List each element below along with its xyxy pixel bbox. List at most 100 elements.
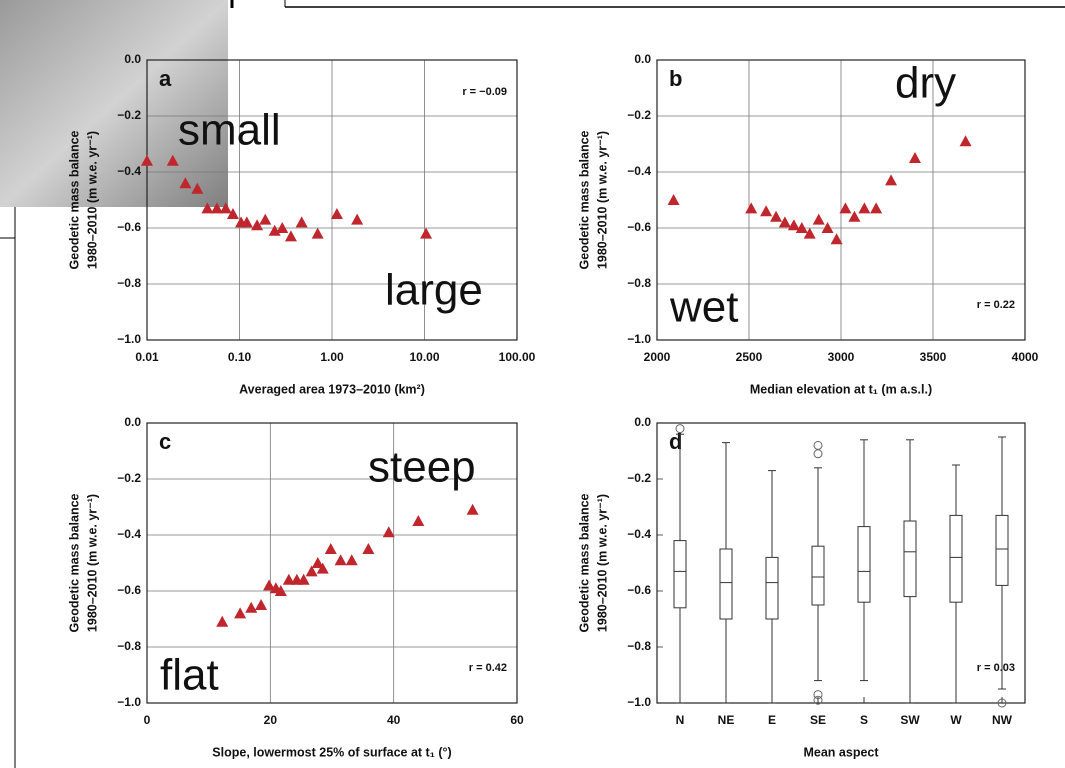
mean-triangle <box>295 216 308 228</box>
mean-triangle <box>263 579 276 591</box>
y-axis-label-line: 1980–2010 (m w.e. yr⁻¹) <box>595 494 609 632</box>
mean-triangle <box>324 543 337 554</box>
correlation-label: r = −0.09 <box>462 86 507 98</box>
y-axis-label: Geodetic mass balance 1980–2010 (m w.e. y… <box>67 493 99 632</box>
mean-triangle <box>870 202 883 214</box>
x-tick-label: 0.01 <box>135 350 159 364</box>
y-tick-label: −0.4 <box>117 527 141 541</box>
y-tick-label: −0.8 <box>627 639 651 653</box>
x-tick-label: 20 <box>264 713 278 727</box>
x-axis-label: Median elevation at t₁ (m a.s.l.) <box>750 382 932 396</box>
annotation: flat <box>160 651 219 700</box>
mean-triangle <box>466 503 479 515</box>
mean-triangle <box>760 205 773 217</box>
x-tick-label: 0 <box>144 713 151 727</box>
annotation: large <box>385 266 483 315</box>
mean-triangle <box>311 557 324 568</box>
box <box>719 548 733 620</box>
annotation: steep <box>368 443 476 492</box>
panel-letter: a <box>159 66 172 91</box>
x-tick-label: 10.00 <box>409 350 439 364</box>
mean-triangle <box>848 210 861 222</box>
y-tick-label: 0.0 <box>124 415 141 429</box>
panel-letter: c <box>159 429 171 454</box>
mean-triangle <box>821 222 834 233</box>
y-tick-label: −1.0 <box>117 695 141 709</box>
x-tick-label: 4000 <box>1012 350 1039 364</box>
mean-triangle <box>245 601 258 613</box>
y-tick-label: −0.4 <box>627 527 651 541</box>
mean-triangle <box>778 216 791 228</box>
y-tick-label: −0.2 <box>627 471 651 485</box>
x-tick-label: 2000 <box>644 350 671 364</box>
plot-frame <box>146 59 518 341</box>
y-tick-label: −0.4 <box>117 164 141 178</box>
x-tick-label: 1.00 <box>320 350 344 364</box>
mean-triangle <box>240 216 253 228</box>
x-tick-label: 0.10 <box>228 350 252 364</box>
y-tick-label: −1.0 <box>627 695 651 709</box>
outlier <box>813 695 823 705</box>
mean-triangle <box>345 554 358 566</box>
y-axis-label: Geodetic mass balance 1980–2010 (m w.e. y… <box>577 493 609 632</box>
mean-triangle <box>216 615 229 627</box>
outlier <box>813 440 823 450</box>
mean-triangle <box>284 230 297 242</box>
x-tick-label: 40 <box>387 713 401 727</box>
outlier <box>997 698 1007 708</box>
y-tick-label: −0.2 <box>117 108 141 122</box>
correlation-label: r = 0.03 <box>977 662 1015 674</box>
mean-triangle <box>667 194 680 205</box>
mean-triangle <box>787 219 800 231</box>
mean-triangle <box>803 227 816 239</box>
mean-triangle <box>412 515 425 526</box>
y-tick-label: 0.0 <box>124 52 141 66</box>
mean-triangle <box>858 202 871 214</box>
correlation-label: r = 0.42 <box>469 662 507 674</box>
x-tick-label: SE <box>810 713 826 727</box>
mean-triangle <box>276 222 289 233</box>
x-tick-label: 3500 <box>920 350 947 364</box>
correlation-label: r = 0.22 <box>977 299 1015 311</box>
mean-triangle <box>908 152 921 163</box>
y-tick-label: −0.6 <box>117 583 141 597</box>
x-tick-label: E <box>768 713 776 727</box>
mean-triangle <box>259 213 272 225</box>
mean-triangle <box>282 573 295 585</box>
y-tick-label: −1.0 <box>117 332 141 346</box>
y-tick-label: 0.0 <box>634 52 651 66</box>
mean-triangle <box>210 202 223 214</box>
y-tick-label: −0.6 <box>627 583 651 597</box>
mean-triangle <box>362 543 375 554</box>
y-axis-label: Geodetic mass balance 1980–2010 (m w.e. y… <box>67 130 99 269</box>
mean-triangle <box>191 182 204 194</box>
box <box>949 514 963 603</box>
mean-triangle <box>141 154 153 166</box>
chart-panel: −1.0 −0.8 −0.6 −0.4 −0.2 0.0 Geodetic mass bal… <box>577 415 1026 759</box>
annotation: small <box>178 106 281 155</box>
y-tick-label: 0.0 <box>634 415 651 429</box>
mean-triangle <box>226 208 239 219</box>
y-tick-label: −0.6 <box>627 220 651 234</box>
x-tick-label: S <box>860 713 868 727</box>
y-tick-label: −0.6 <box>117 220 141 234</box>
mean-triangle <box>255 599 268 610</box>
y-tick-label: −0.8 <box>117 276 141 290</box>
x-tick-label: 60 <box>510 713 524 727</box>
panel-letter: b <box>669 66 682 91</box>
map-fragment <box>0 0 228 207</box>
mean-triangle <box>959 135 972 147</box>
plot-frame <box>656 422 1026 704</box>
chart-panel: −1.0 −0.8 −0.6 −0.4 −0.2 0.0 2000 2500 3000 3500 4… <box>577 52 1038 396</box>
mean-triangle <box>219 202 232 214</box>
y-axis-label-line: 1980–2010 (m w.e. yr⁻¹) <box>595 131 609 269</box>
outlier <box>813 449 823 459</box>
y-axis-label-line: 1980–2010 (m w.e. yr⁻¹) <box>85 131 99 269</box>
mean-triangle <box>420 227 433 239</box>
mean-triangle <box>316 562 329 574</box>
annotation: wet <box>669 283 738 332</box>
mean-triangle <box>330 208 343 219</box>
y-axis-label-line: 1980–2010 (m w.e. yr⁻¹) <box>85 494 99 632</box>
mean-triangle <box>745 202 758 214</box>
